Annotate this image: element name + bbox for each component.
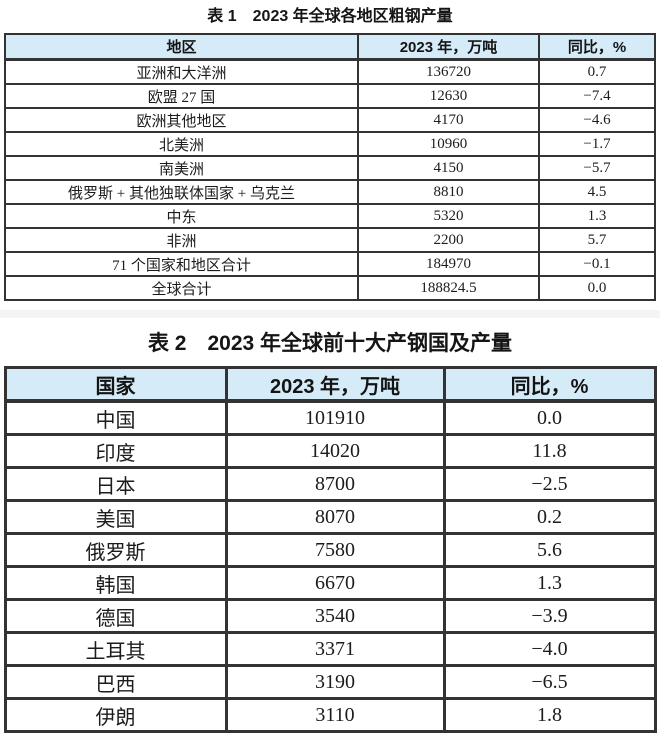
- table1-header-region: 地区: [4, 33, 359, 61]
- table2-body: 中国 101910 0.0 印度 14020 11.8 日本 8700 −2.5 美国 8070 0.…: [3, 399, 657, 733]
- table-cell: 韩国: [3, 565, 228, 601]
- table-row: 德国 3540 −3.9: [3, 598, 657, 634]
- table-cell: 巴西: [3, 664, 228, 700]
- table-cell: 188824.5: [357, 275, 540, 301]
- table-cell: 土耳其: [3, 631, 228, 667]
- table-row: 中国 101910 0.0: [3, 399, 657, 436]
- table-cell: 日本: [3, 466, 228, 502]
- table-cell: 德国: [3, 598, 228, 634]
- table-cell: 4.5: [538, 179, 656, 205]
- table-cell: 4150: [357, 155, 540, 181]
- table-cell: 5.6: [442, 532, 657, 568]
- table-cell: 非洲: [4, 227, 359, 253]
- table-row: 日本 8700 −2.5: [3, 466, 657, 502]
- table2-header-2023-output: 2023 年，万吨: [224, 366, 446, 403]
- table1-body: 亚洲和大洋洲 136720 0.7 欧盟 27 国 12630 −7.4 欧洲其他地区 417…: [4, 58, 656, 301]
- table-cell: 12630: [357, 83, 540, 109]
- table-cell: 0.7: [538, 58, 656, 85]
- table2-header-row: 国家 2023 年，万吨 同比，%: [3, 366, 657, 403]
- table-cell: 北美洲: [4, 131, 359, 157]
- table-cell: 3190: [224, 664, 446, 700]
- table1-header-row: 地区 2023 年，万吨 同比，%: [4, 33, 656, 61]
- table-cell: 14020: [224, 433, 446, 469]
- table-row: 俄罗斯 7580 5.6: [3, 532, 657, 568]
- table-row: 亚洲和大洋洲 136720 0.7: [4, 58, 656, 85]
- table-row: 北美洲 10960 −1.7: [4, 131, 656, 157]
- table-cell: 4170: [357, 107, 540, 133]
- table-cell: 欧盟 27 国: [4, 83, 359, 109]
- table-cell: −5.7: [538, 155, 656, 181]
- table-cell: −3.9: [442, 598, 657, 634]
- table-cell: 6670: [224, 565, 446, 601]
- table2-header-yoy-percent: 同比，%: [442, 366, 657, 403]
- table-cell: 8810: [357, 179, 540, 205]
- table-cell: 7580: [224, 532, 446, 568]
- table-cell: 3110: [224, 697, 446, 733]
- table-cell: −2.5: [442, 466, 657, 502]
- table-cell: 0.2: [442, 499, 657, 535]
- table-cell: 3371: [224, 631, 446, 667]
- table-cell: 71 个国家和地区合计: [4, 251, 359, 277]
- table1-regions-crude-steel: 地区 2023 年，万吨 同比，% 亚洲和大洋洲 136720 0.7 欧盟 27 国…: [4, 33, 656, 301]
- table-cell: 南美洲: [4, 155, 359, 181]
- table-cell: 美国: [3, 499, 228, 535]
- table-row: 中东 5320 1.3: [4, 203, 656, 229]
- table-cell: −6.5: [442, 664, 657, 700]
- table-cell: 8070: [224, 499, 446, 535]
- table-cell: 5320: [357, 203, 540, 229]
- table-row: 非洲 2200 5.7: [4, 227, 656, 253]
- table-cell: 11.8: [442, 433, 657, 469]
- table-cell: 184970: [357, 251, 540, 277]
- table-row: 韩国 6670 1.3: [3, 565, 657, 601]
- table-cell: 全球合计: [4, 275, 359, 301]
- table-row: 南美洲 4150 −5.7: [4, 155, 656, 181]
- table-cell: 2200: [357, 227, 540, 253]
- table-row: 伊朗 3110 1.8: [3, 697, 657, 733]
- table-row: 全球合计 188824.5 0.0: [4, 275, 656, 301]
- table-cell: 8700: [224, 466, 446, 502]
- table-cell: 伊朗: [3, 697, 228, 733]
- table2-title: 表 2 2023 年全球前十大产钢国及产量: [147, 332, 513, 355]
- table-row: 巴西 3190 −6.5: [3, 664, 657, 700]
- table-row: 印度 14020 11.8: [3, 433, 657, 469]
- table-cell: 亚洲和大洋洲: [4, 58, 359, 85]
- table-cell: 0.0: [538, 275, 656, 301]
- table-cell: 中国: [3, 399, 228, 436]
- table-cell: 1.3: [442, 565, 657, 601]
- table2-header-country: 国家: [3, 366, 228, 403]
- table-cell: 印度: [3, 433, 228, 469]
- table-cell: −0.1: [538, 251, 656, 277]
- table-cell: −4.0: [442, 631, 657, 667]
- table-cell: 中东: [4, 203, 359, 229]
- table-cell: 5.7: [538, 227, 656, 253]
- table-row: 欧盟 27 国 12630 −7.4: [4, 83, 656, 109]
- table-row: 土耳其 3371 −4.0: [3, 631, 657, 667]
- table-cell: 0.0: [442, 399, 657, 436]
- table-row: 欧洲其他地区 4170 −4.6: [4, 107, 656, 133]
- table-cell: 3540: [224, 598, 446, 634]
- table-cell: 1.8: [442, 697, 657, 733]
- table-cell: −7.4: [538, 83, 656, 109]
- table-row: 美国 8070 0.2: [3, 499, 657, 535]
- table2-top10-steel-countries: 国家 2023 年，万吨 同比，% 中国 101910 0.0 印度 14020 11.8…: [3, 366, 657, 733]
- table-cell: 欧洲其他地区: [4, 107, 359, 133]
- table-cell: 俄罗斯 + 其他独联体国家 + 乌克兰: [4, 179, 359, 205]
- table-row: 71 个国家和地区合计 184970 −0.1: [4, 251, 656, 277]
- table-cell: 1.3: [538, 203, 656, 229]
- table-cell: 俄罗斯: [3, 532, 228, 568]
- table-cell: 136720: [357, 58, 540, 85]
- table-cell: −4.6: [538, 107, 656, 133]
- table-cell: 101910: [224, 399, 446, 436]
- table1-header-2023-output: 2023 年，万吨: [357, 33, 540, 61]
- table1-header-yoy-percent: 同比，%: [538, 33, 656, 61]
- table-cell: −1.7: [538, 131, 656, 157]
- table-cell: 10960: [357, 131, 540, 157]
- table-row: 俄罗斯 + 其他独联体国家 + 乌克兰 8810 4.5: [4, 179, 656, 205]
- separator-band: [0, 310, 660, 318]
- table1-title: 表 1 2023 年全球各地区粗钢产量: [207, 8, 453, 25]
